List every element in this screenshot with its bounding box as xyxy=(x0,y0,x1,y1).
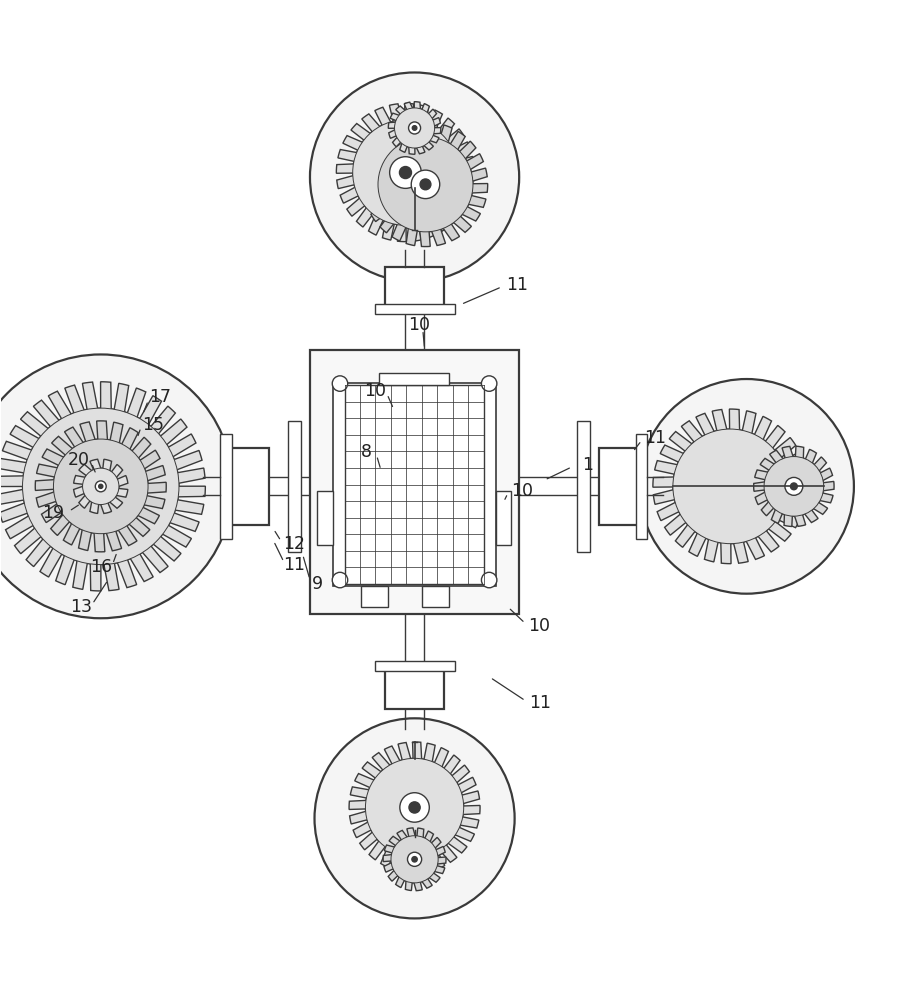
Text: 10: 10 xyxy=(528,617,550,635)
Circle shape xyxy=(23,408,179,565)
Bar xyxy=(385,667,444,709)
Circle shape xyxy=(391,836,438,883)
Polygon shape xyxy=(36,421,166,552)
Circle shape xyxy=(412,857,417,862)
Text: 15: 15 xyxy=(142,416,165,434)
Text: 20: 20 xyxy=(68,451,90,469)
Bar xyxy=(578,421,590,552)
Circle shape xyxy=(400,793,429,822)
Polygon shape xyxy=(0,382,205,591)
Circle shape xyxy=(83,468,119,505)
Bar xyxy=(344,385,484,584)
Bar xyxy=(333,383,496,586)
Bar xyxy=(288,421,301,552)
Circle shape xyxy=(98,484,103,488)
Circle shape xyxy=(785,477,803,495)
Text: 10: 10 xyxy=(408,316,430,334)
Bar xyxy=(310,350,519,614)
Bar xyxy=(374,304,455,314)
Circle shape xyxy=(640,379,854,594)
Circle shape xyxy=(333,376,348,391)
Bar xyxy=(317,491,333,545)
Bar xyxy=(379,373,449,385)
Polygon shape xyxy=(349,742,480,873)
Text: 11: 11 xyxy=(645,429,667,447)
Circle shape xyxy=(481,572,496,588)
Circle shape xyxy=(310,72,519,282)
Circle shape xyxy=(394,108,435,148)
Bar xyxy=(599,448,640,525)
Bar xyxy=(228,448,269,525)
Polygon shape xyxy=(653,409,807,564)
Polygon shape xyxy=(336,103,475,242)
Circle shape xyxy=(0,354,232,618)
Bar xyxy=(422,586,449,607)
Text: 1: 1 xyxy=(582,456,593,474)
Text: 11: 11 xyxy=(529,694,551,712)
Bar xyxy=(361,586,388,607)
Text: 13: 13 xyxy=(70,598,92,616)
Circle shape xyxy=(673,429,787,544)
Circle shape xyxy=(420,179,431,190)
Circle shape xyxy=(407,852,422,866)
Bar xyxy=(374,661,455,671)
Polygon shape xyxy=(753,446,834,527)
Circle shape xyxy=(409,802,420,813)
Bar xyxy=(385,267,444,309)
Circle shape xyxy=(399,167,412,179)
Circle shape xyxy=(408,122,421,134)
Text: 11: 11 xyxy=(283,556,305,574)
Circle shape xyxy=(413,126,417,130)
Text: 19: 19 xyxy=(43,504,65,522)
Text: 12: 12 xyxy=(283,535,305,553)
Circle shape xyxy=(333,572,348,588)
Circle shape xyxy=(96,481,107,492)
Circle shape xyxy=(365,758,464,857)
Text: 11: 11 xyxy=(507,276,528,294)
Circle shape xyxy=(54,439,148,534)
Text: 8: 8 xyxy=(361,443,372,461)
Text: 10: 10 xyxy=(511,482,533,500)
Circle shape xyxy=(411,170,440,199)
Circle shape xyxy=(353,120,458,225)
Bar xyxy=(636,434,648,539)
Circle shape xyxy=(390,157,421,188)
Circle shape xyxy=(378,137,473,232)
Text: 10: 10 xyxy=(364,382,386,400)
Polygon shape xyxy=(388,102,441,154)
Text: 17: 17 xyxy=(148,388,171,406)
Polygon shape xyxy=(74,459,128,513)
Circle shape xyxy=(764,457,824,516)
Text: 16: 16 xyxy=(89,558,112,576)
Bar xyxy=(496,491,511,545)
Text: 9: 9 xyxy=(312,575,322,593)
Circle shape xyxy=(791,483,797,490)
Polygon shape xyxy=(363,122,487,247)
Circle shape xyxy=(481,376,496,391)
Polygon shape xyxy=(384,828,446,891)
Circle shape xyxy=(314,718,515,918)
Bar xyxy=(220,434,231,539)
